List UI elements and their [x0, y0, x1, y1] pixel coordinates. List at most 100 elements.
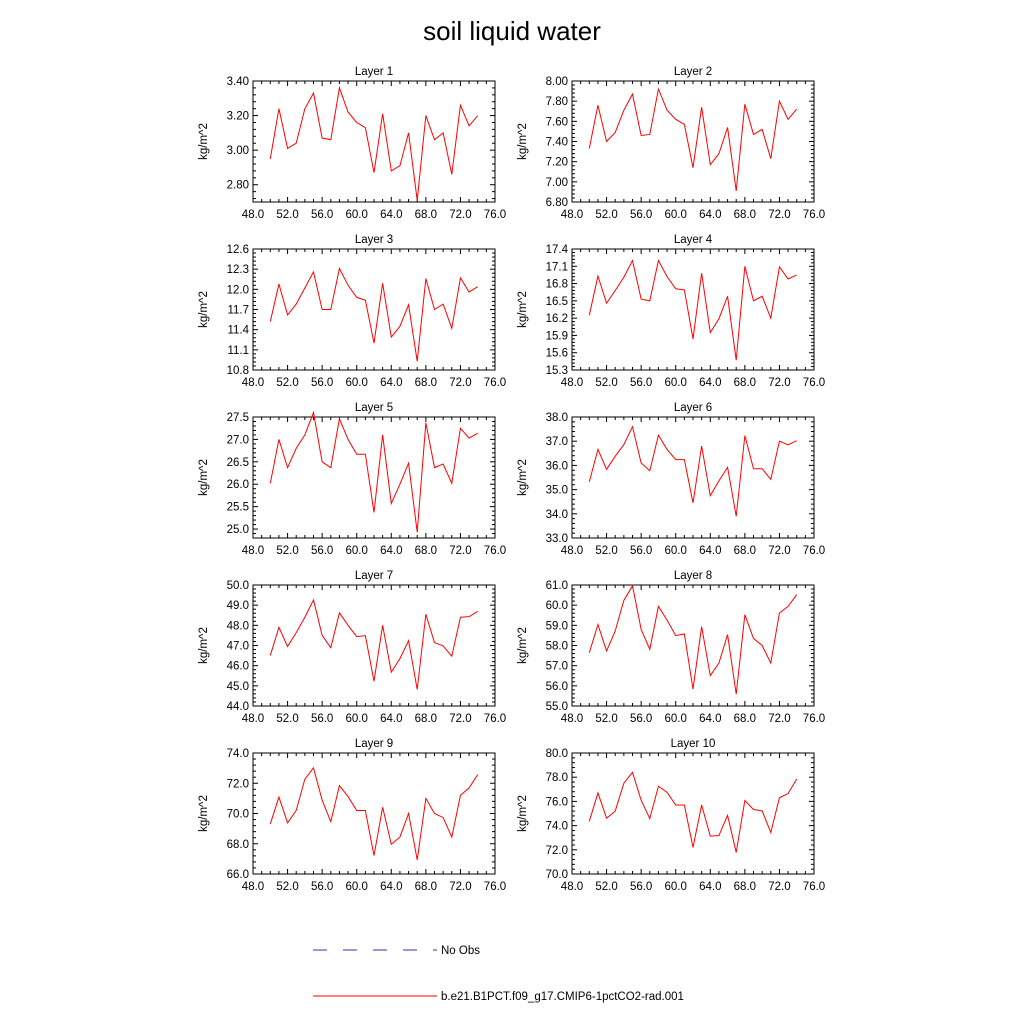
x-tick-label: 72.0 — [449, 377, 471, 389]
x-tick-label: 68.0 — [734, 377, 756, 389]
y-tick-label: 58.0 — [546, 641, 568, 653]
y-tick-label: 27.5 — [227, 412, 249, 424]
panel-layer-7: Layer 7 kg/m^2 48.0 52.0 56.0 60.0 64.0 68.0 72.… — [198, 570, 506, 725]
series-line — [269, 267, 478, 362]
y-tick-label: 74.0 — [227, 748, 249, 760]
y-tick-label: 2.80 — [227, 180, 249, 192]
plot-frame — [252, 416, 496, 539]
x-tick-label: 68.0 — [415, 209, 437, 221]
y-tick-label: 48.0 — [227, 620, 249, 632]
series-line — [588, 425, 797, 517]
y-tick-label: 26.5 — [227, 457, 249, 469]
y-tick-label: 35.0 — [546, 485, 568, 497]
y-tick-label: 56.0 — [546, 681, 568, 693]
x-tick-label: 64.0 — [380, 545, 402, 557]
y-tick-label: 37.0 — [546, 436, 568, 448]
plot-frame — [571, 416, 815, 539]
y-tick-label: 15.9 — [546, 330, 568, 342]
y-tick-label: 36.0 — [546, 460, 568, 472]
y-tick-label: 7.60 — [546, 116, 568, 128]
x-tick-label: 68.0 — [734, 881, 756, 893]
panel-title: Layer 3 — [355, 234, 393, 246]
y-axis-label: kg/m^2 — [517, 627, 529, 664]
x-tick-label: 72.0 — [449, 545, 471, 557]
panel-title: Layer 4 — [674, 234, 713, 246]
x-tick-label: 48.0 — [561, 377, 583, 389]
y-tick-label: 15.6 — [546, 348, 568, 360]
y-tick-label: 17.1 — [546, 261, 568, 273]
y-tick-label: 68.0 — [227, 839, 249, 851]
panel-title: Layer 8 — [674, 570, 712, 582]
x-tick-label: 76.0 — [484, 545, 506, 557]
panel-title: Layer 10 — [671, 738, 716, 750]
x-tick-label: 48.0 — [242, 377, 264, 389]
y-tick-label: 7.00 — [546, 177, 568, 189]
panel-layer-8: Layer 8 kg/m^2 48.0 52.0 56.0 60.0 64.0 68.0 72.… — [517, 570, 825, 725]
y-axis-label: kg/m^2 — [198, 459, 210, 496]
series-line — [588, 259, 797, 361]
x-tick-label: 68.0 — [415, 713, 437, 725]
y-tick-label: 45.0 — [227, 681, 249, 693]
x-tick-label: 48.0 — [242, 713, 264, 725]
y-tick-label: 10.8 — [227, 365, 249, 377]
y-tick-label: 61.0 — [546, 580, 568, 592]
panel-title: Layer 2 — [674, 66, 712, 78]
x-tick-label: 56.0 — [311, 209, 333, 221]
plot-frame — [252, 752, 496, 875]
y-tick-label: 33.0 — [546, 533, 568, 545]
x-tick-label: 72.0 — [768, 545, 790, 557]
y-tick-label: 70.0 — [227, 809, 249, 821]
x-tick-label: 52.0 — [276, 713, 298, 725]
x-tick-label: 72.0 — [449, 713, 471, 725]
panel-layer-3: Layer 3 kg/m^2 48.0 52.0 56.0 60.0 64.0 68.0 72.… — [198, 234, 506, 389]
x-tick-label: 60.0 — [346, 209, 368, 221]
plot-frame — [571, 80, 815, 203]
y-tick-label: 8.00 — [546, 76, 568, 88]
y-tick-label: 55.0 — [546, 701, 568, 713]
x-tick-label: 56.0 — [630, 545, 652, 557]
x-tick-label: 48.0 — [561, 713, 583, 725]
panel-layer-2: Layer 2 kg/m^2 48.0 52.0 56.0 60.0 64.0 68.0 72.… — [517, 66, 825, 221]
y-tick-label: 7.40 — [546, 137, 568, 149]
y-tick-label: 11.1 — [227, 345, 249, 357]
x-tick-label: 72.0 — [768, 209, 790, 221]
x-tick-label: 64.0 — [699, 377, 721, 389]
x-tick-label: 56.0 — [630, 209, 652, 221]
series-line — [269, 598, 478, 690]
y-tick-label: 16.2 — [546, 313, 568, 325]
x-tick-label: 52.0 — [595, 881, 617, 893]
x-tick-label: 60.0 — [665, 209, 687, 221]
y-tick-label: 25.0 — [227, 524, 249, 536]
y-axis-label: kg/m^2 — [517, 291, 529, 328]
series-line — [588, 584, 798, 695]
x-tick-label: 52.0 — [276, 377, 298, 389]
series-line — [269, 85, 479, 201]
x-tick-label: 60.0 — [346, 713, 368, 725]
y-tick-label: 72.0 — [227, 778, 249, 790]
x-tick-label: 76.0 — [803, 881, 825, 893]
y-tick-label: 25.5 — [227, 502, 249, 514]
x-tick-label: 48.0 — [242, 209, 264, 221]
y-tick-label: 34.0 — [546, 509, 568, 521]
x-tick-label: 60.0 — [665, 377, 687, 389]
y-tick-label: 66.0 — [227, 869, 249, 881]
figure-title: soil liquid water — [423, 16, 601, 46]
panel-layer-4: Layer 4 kg/m^2 48.0 52.0 56.0 60.0 64.0 68.0 72.… — [517, 234, 825, 389]
x-tick-label: 64.0 — [699, 881, 721, 893]
x-tick-label: 68.0 — [734, 209, 756, 221]
y-tick-label: 7.80 — [546, 96, 568, 108]
x-tick-label: 68.0 — [734, 545, 756, 557]
y-tick-label: 80.0 — [546, 748, 568, 760]
x-tick-label: 72.0 — [768, 713, 790, 725]
y-tick-label: 12.0 — [227, 284, 249, 296]
series-line — [588, 87, 798, 191]
y-axis-label: kg/m^2 — [198, 123, 210, 160]
x-tick-label: 48.0 — [561, 209, 583, 221]
x-tick-label: 76.0 — [803, 377, 825, 389]
panels: Layer 1 kg/m^2 48.0 52.0 56.0 60.0 64.0 68.0 72.… — [198, 66, 825, 893]
x-tick-label: 60.0 — [346, 545, 368, 557]
x-tick-label: 52.0 — [595, 713, 617, 725]
x-tick-label: 56.0 — [630, 713, 652, 725]
x-tick-label: 72.0 — [768, 881, 790, 893]
